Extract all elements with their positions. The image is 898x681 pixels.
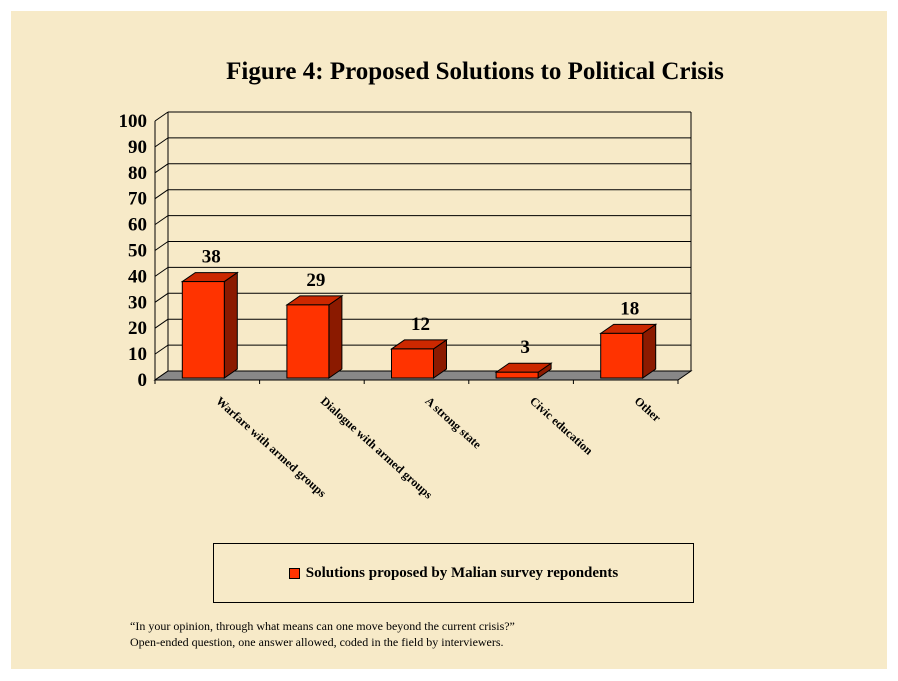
gridline-side-100 xyxy=(154,111,169,122)
footnote-question: “In your opinion, through what means can… xyxy=(130,619,515,633)
bar-side-1 xyxy=(328,294,343,379)
bar-front-4 xyxy=(600,332,644,379)
y-tick-label-40: 40 xyxy=(128,266,147,287)
y-tick-label-60: 60 xyxy=(128,215,147,236)
bar-chart: 0 10 20 30 40 50 60 70 80 90 100 38 Warfare with arm… xyxy=(119,111,693,502)
gridline-side-50 xyxy=(154,241,169,251)
footnote-method: Open-ended question, one answer allowed,… xyxy=(130,635,504,649)
bar-front-1 xyxy=(286,304,330,379)
gridline-side-30 xyxy=(154,292,169,303)
x-tick-label-1: Dialogue with armed groups xyxy=(318,394,436,502)
bars-layer xyxy=(180,271,658,379)
y-tick-label-50: 50 xyxy=(128,241,147,262)
grid-layer xyxy=(154,111,692,384)
footnote: “In your opinion, through what means can… xyxy=(130,618,515,650)
data-label-1: 29 xyxy=(306,270,325,291)
gridline-side-20 xyxy=(154,318,169,329)
gridline-side-10 xyxy=(154,344,169,355)
y-tick-label-30: 30 xyxy=(128,292,147,313)
legend-label: Solutions proposed by Malian survey repo… xyxy=(305,564,619,581)
bar-front-2 xyxy=(391,348,434,379)
bar-side-0 xyxy=(223,271,238,379)
x-tick-label-4: Other xyxy=(632,394,665,425)
data-label-0: 38 xyxy=(202,247,221,268)
y-tick-label-10: 10 xyxy=(128,344,147,365)
x-tick-label-0: Warfare with armed groups xyxy=(213,394,329,500)
gridline-side-90 xyxy=(154,137,169,148)
data-label-3: 3 xyxy=(520,337,530,358)
gridline-side-70 xyxy=(154,189,169,200)
y-tick-label-70: 70 xyxy=(128,189,147,210)
gridline-side-80 xyxy=(154,163,169,174)
y-tick-label-90: 90 xyxy=(128,137,147,158)
gridline-side-60 xyxy=(154,215,169,226)
legend: Solutions proposed by Malian survey repo… xyxy=(213,543,694,603)
bar-4 xyxy=(599,323,658,379)
legend-swatch xyxy=(288,567,300,579)
data-label-4: 18 xyxy=(620,298,639,319)
chart-title: Figure 4: Proposed Solutions to Politica… xyxy=(226,58,724,85)
bar-0 xyxy=(180,271,239,379)
bar-3 xyxy=(494,362,553,379)
gridline-side-40 xyxy=(154,266,169,277)
x-tick-label-3: Civic education xyxy=(527,394,596,458)
y-tick-label-0: 0 xyxy=(138,370,148,391)
bar-1 xyxy=(285,294,344,379)
y-tick-label-80: 80 xyxy=(128,163,147,184)
bar-front-3 xyxy=(495,371,539,379)
x-tick-label-2: A strong state xyxy=(422,394,484,452)
bar-2 xyxy=(389,338,449,379)
bar-front-0 xyxy=(181,281,225,379)
data-label-2: 12 xyxy=(411,314,430,335)
y-tick-label-20: 20 xyxy=(128,318,147,339)
y-tick-label-100: 100 xyxy=(119,111,148,132)
